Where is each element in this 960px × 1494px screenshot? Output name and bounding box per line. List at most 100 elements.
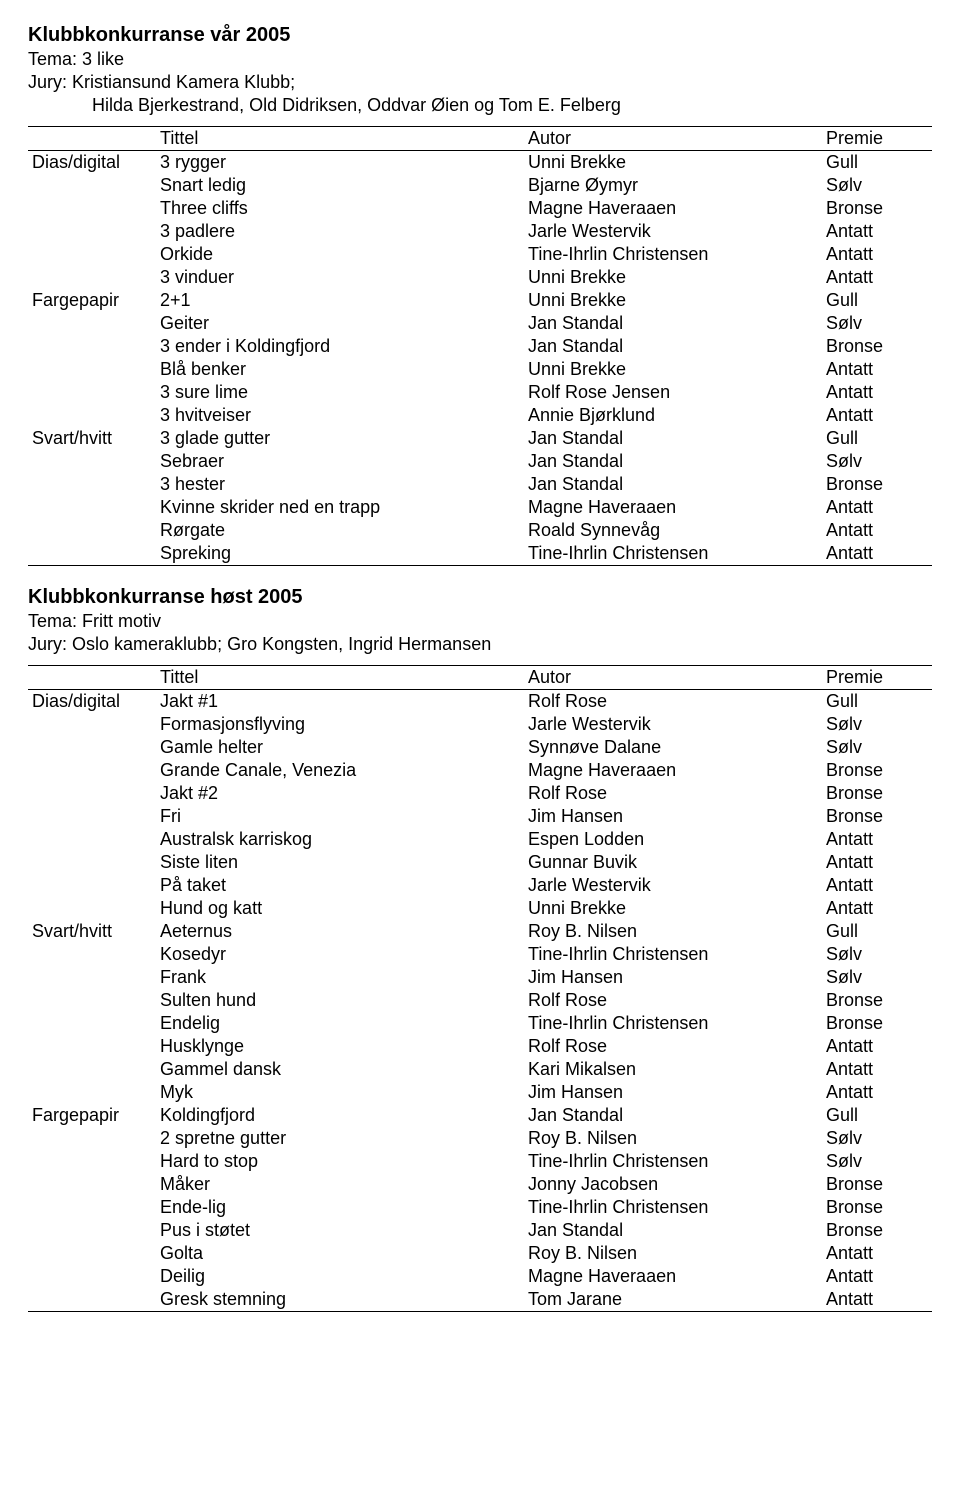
table-row: Pus i støtetJan StandalBronse: [28, 1219, 932, 1242]
cell-premie: Antatt: [822, 1058, 932, 1081]
cell-premie: Antatt: [822, 1288, 932, 1312]
cell-autor: Tine-Ihrlin Christensen: [524, 243, 822, 266]
table-row: FriJim HansenBronse: [28, 805, 932, 828]
cell-autor: Tine-Ihrlin Christensen: [524, 943, 822, 966]
cell-premie: Sølv: [822, 450, 932, 473]
table-row: Snart ledigBjarne ØymyrSølv: [28, 174, 932, 197]
cell-category: [28, 450, 156, 473]
cell-category: Fargepapir: [28, 1104, 156, 1127]
cell-premie: Antatt: [822, 1242, 932, 1265]
cell-autor: Jim Hansen: [524, 966, 822, 989]
cell-premie: Sølv: [822, 1150, 932, 1173]
cell-title: Australsk karriskog: [156, 828, 524, 851]
table-row: MåkerJonny JacobsenBronse: [28, 1173, 932, 1196]
cell-premie: Antatt: [822, 851, 932, 874]
cell-autor: Rolf Rose: [524, 989, 822, 1012]
cell-title: Ende-lig: [156, 1196, 524, 1219]
cell-category: [28, 335, 156, 358]
cell-category: Svart/hvitt: [28, 427, 156, 450]
cell-premie: Sølv: [822, 174, 932, 197]
cell-title: Golta: [156, 1242, 524, 1265]
col-header: Tittel: [156, 666, 524, 690]
cell-autor: Rolf Rose Jensen: [524, 381, 822, 404]
cell-autor: Jan Standal: [524, 473, 822, 496]
cell-category: [28, 1219, 156, 1242]
cell-title: 3 vinduer: [156, 266, 524, 289]
cell-autor: Magne Haveraaen: [524, 197, 822, 220]
cell-premie: Gull: [822, 427, 932, 450]
cell-autor: Jan Standal: [524, 1104, 822, 1127]
cell-autor: Roy B. Nilsen: [524, 1127, 822, 1150]
table-row: Australsk karriskogEspen LoddenAntatt: [28, 828, 932, 851]
table-row: FrankJim HansenSølv: [28, 966, 932, 989]
cell-autor: Magne Haveraaen: [524, 1265, 822, 1288]
cell-title: 2+1: [156, 289, 524, 312]
table-row: Grande Canale, VeneziaMagne HaveraaenBro…: [28, 759, 932, 782]
table-row: 3 ender i KoldingfjordJan StandalBronse: [28, 335, 932, 358]
col-header: Autor: [524, 666, 822, 690]
cell-autor: Jarle Westervik: [524, 713, 822, 736]
cell-autor: Jan Standal: [524, 450, 822, 473]
table-row: EndeligTine-Ihrlin ChristensenBronse: [28, 1012, 932, 1035]
cell-title: Hund og katt: [156, 897, 524, 920]
cell-autor: Rolf Rose: [524, 782, 822, 805]
table-row: Fargepapir2+1Unni BrekkeGull: [28, 289, 932, 312]
cell-autor: Roy B. Nilsen: [524, 920, 822, 943]
cell-category: Svart/hvitt: [28, 920, 156, 943]
table-row: Jakt #2Rolf RoseBronse: [28, 782, 932, 805]
cell-autor: Gunnar Buvik: [524, 851, 822, 874]
cell-title: Frank: [156, 966, 524, 989]
cell-category: [28, 1035, 156, 1058]
cell-autor: Jarle Westervik: [524, 874, 822, 897]
table-row: Blå benkerUnni BrekkeAntatt: [28, 358, 932, 381]
cell-premie: Antatt: [822, 358, 932, 381]
cell-category: [28, 897, 156, 920]
cell-title: Hard to stop: [156, 1150, 524, 1173]
cell-autor: Jim Hansen: [524, 1081, 822, 1104]
cell-category: [28, 943, 156, 966]
table-row: 3 padlereJarle WestervikAntatt: [28, 220, 932, 243]
table-row: KosedyrTine-Ihrlin ChristensenSølv: [28, 943, 932, 966]
table-row: 3 vinduerUnni BrekkeAntatt: [28, 266, 932, 289]
results-table: TittelAutorPremieDias/digitalJakt #1Rolf…: [28, 665, 932, 1312]
cell-autor: Roy B. Nilsen: [524, 1242, 822, 1265]
cell-category: [28, 966, 156, 989]
cell-category: [28, 312, 156, 335]
cell-premie: Bronse: [822, 1219, 932, 1242]
cell-premie: Bronse: [822, 759, 932, 782]
cell-title: Gamle helter: [156, 736, 524, 759]
cell-premie: Sølv: [822, 943, 932, 966]
cell-category: [28, 174, 156, 197]
cell-premie: Antatt: [822, 542, 932, 566]
cell-title: 3 sure lime: [156, 381, 524, 404]
cell-title: 3 hester: [156, 473, 524, 496]
cell-title: Orkide: [156, 243, 524, 266]
cell-premie: Antatt: [822, 1035, 932, 1058]
cell-title: Sebraer: [156, 450, 524, 473]
cell-autor: Unni Brekke: [524, 151, 822, 175]
cell-category: Dias/digital: [28, 151, 156, 175]
cell-category: [28, 496, 156, 519]
competition-heading: Klubbkonkurranse høst 2005: [28, 586, 932, 609]
cell-title: 3 glade gutter: [156, 427, 524, 450]
cell-autor: Tine-Ihrlin Christensen: [524, 1012, 822, 1035]
cell-title: Rørgate: [156, 519, 524, 542]
table-row: Three cliffsMagne HaveraaenBronse: [28, 197, 932, 220]
cell-category: Dias/digital: [28, 690, 156, 714]
cell-premie: Sølv: [822, 312, 932, 335]
cell-autor: Unni Brekke: [524, 266, 822, 289]
cell-category: [28, 1265, 156, 1288]
cell-category: [28, 1242, 156, 1265]
table-row: OrkideTine-Ihrlin ChristensenAntatt: [28, 243, 932, 266]
cell-premie: Antatt: [822, 1081, 932, 1104]
table-row: FormasjonsflyvingJarle WestervikSølv: [28, 713, 932, 736]
cell-title: 3 hvitveiser: [156, 404, 524, 427]
cell-category: [28, 1196, 156, 1219]
cell-category: [28, 1058, 156, 1081]
table-row: Gammel danskKari MikalsenAntatt: [28, 1058, 932, 1081]
cell-autor: Magne Haveraaen: [524, 759, 822, 782]
cell-category: Fargepapir: [28, 289, 156, 312]
cell-title: Pus i støtet: [156, 1219, 524, 1242]
cell-category: [28, 542, 156, 566]
col-header: Premie: [822, 127, 932, 151]
